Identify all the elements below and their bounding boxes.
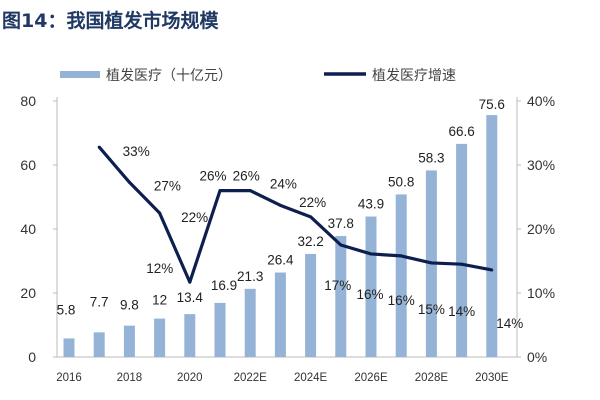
bar — [395, 194, 407, 357]
bar — [123, 325, 135, 357]
bar — [214, 302, 226, 357]
growth-point — [248, 189, 252, 193]
x-tick-label: 2018 — [117, 372, 143, 384]
growth-point — [127, 180, 131, 184]
growth-value-label: 26% — [199, 169, 226, 184]
growth-point — [97, 145, 101, 149]
growth-point — [490, 268, 494, 272]
growth-point — [188, 280, 192, 284]
x-tick-label: 2022E — [234, 372, 268, 384]
bar-value-label: 50.8 — [388, 174, 414, 189]
growth-value-label: 26% — [233, 169, 260, 184]
left-tick-label: 80 — [20, 93, 36, 109]
growth-value-label: 14% — [448, 304, 475, 319]
bar-value-label: 7.7 — [90, 294, 109, 309]
legend-bar-swatch — [60, 71, 100, 78]
growth-point — [278, 203, 282, 207]
bar — [63, 338, 75, 357]
bar-value-label: 26.4 — [267, 253, 294, 268]
bar-value-label: 66.6 — [448, 124, 474, 139]
growth-point — [429, 261, 433, 265]
left-tick-label: 0 — [28, 349, 36, 365]
bar — [244, 288, 256, 357]
x-tick-label: 2028E — [415, 372, 449, 384]
left-tick-label: 60 — [20, 157, 36, 173]
growth-value-label: 22% — [299, 195, 326, 210]
bar-value-label: 75.6 — [479, 97, 505, 112]
growth-value-label: 16% — [356, 287, 383, 302]
bar — [184, 314, 196, 357]
right-tick-label: 20% — [527, 221, 555, 237]
bar — [154, 318, 166, 357]
right-tick-label: 40% — [527, 93, 555, 109]
growth-value-label: 12% — [146, 261, 173, 276]
growth-value-label: 15% — [418, 302, 445, 317]
x-tick-label: 2030E — [475, 372, 509, 384]
bar — [93, 332, 105, 357]
bar — [456, 143, 468, 357]
legend-line-label: 植发医疗增速 — [372, 68, 456, 84]
x-tick-label: 2020 — [177, 372, 203, 384]
bar-value-label: 13.4 — [177, 290, 204, 305]
x-tick-label: 2026E — [354, 372, 388, 384]
growth-value-label: 27% — [154, 178, 181, 193]
growth-point — [460, 262, 464, 266]
left-tick-label: 20 — [20, 285, 36, 301]
growth-value-label: 14% — [496, 316, 523, 331]
bar — [305, 253, 317, 357]
growth-line — [97, 146, 493, 284]
legend-bar-label: 植发医疗（十亿元） — [106, 68, 232, 84]
bar-value-label: 12 — [152, 293, 167, 308]
bar-value-label: 21.3 — [237, 269, 263, 284]
right-tick-label: 10% — [527, 285, 555, 301]
x-tick-label: 2024E — [294, 372, 328, 384]
growth-point — [309, 215, 313, 219]
growth-value-label: 33% — [123, 144, 150, 159]
bar-value-label: 5.8 — [57, 302, 76, 317]
bar — [335, 236, 347, 357]
bar-value-label: 32.2 — [297, 234, 323, 249]
bar-value-label: 16.9 — [211, 278, 237, 293]
bar-value-label: 37.8 — [328, 216, 354, 231]
bar-value-label: 58.3 — [418, 150, 444, 165]
x-tick-label: 2016 — [56, 372, 82, 384]
growth-value-label: 17% — [324, 278, 351, 293]
growth-point — [399, 254, 403, 258]
right-tick-label: 30% — [527, 157, 555, 173]
left-tick-label: 40 — [20, 221, 36, 237]
bar — [486, 115, 498, 357]
growth-point — [369, 252, 373, 256]
right-tick-label: 0% — [527, 349, 547, 365]
bar — [274, 272, 286, 357]
growth-point — [218, 189, 222, 193]
growth-point — [158, 211, 162, 215]
bar-value-label: 9.8 — [120, 298, 139, 313]
bar-value-label: 43.9 — [358, 197, 384, 212]
growth-value-label: 22% — [181, 210, 208, 225]
growth-value-label: 24% — [270, 176, 297, 191]
growth-point — [339, 243, 343, 247]
chart-title: 图14：我国植发市场规模 — [2, 10, 219, 32]
growth-value-label: 16% — [388, 293, 415, 308]
bar — [365, 216, 377, 357]
